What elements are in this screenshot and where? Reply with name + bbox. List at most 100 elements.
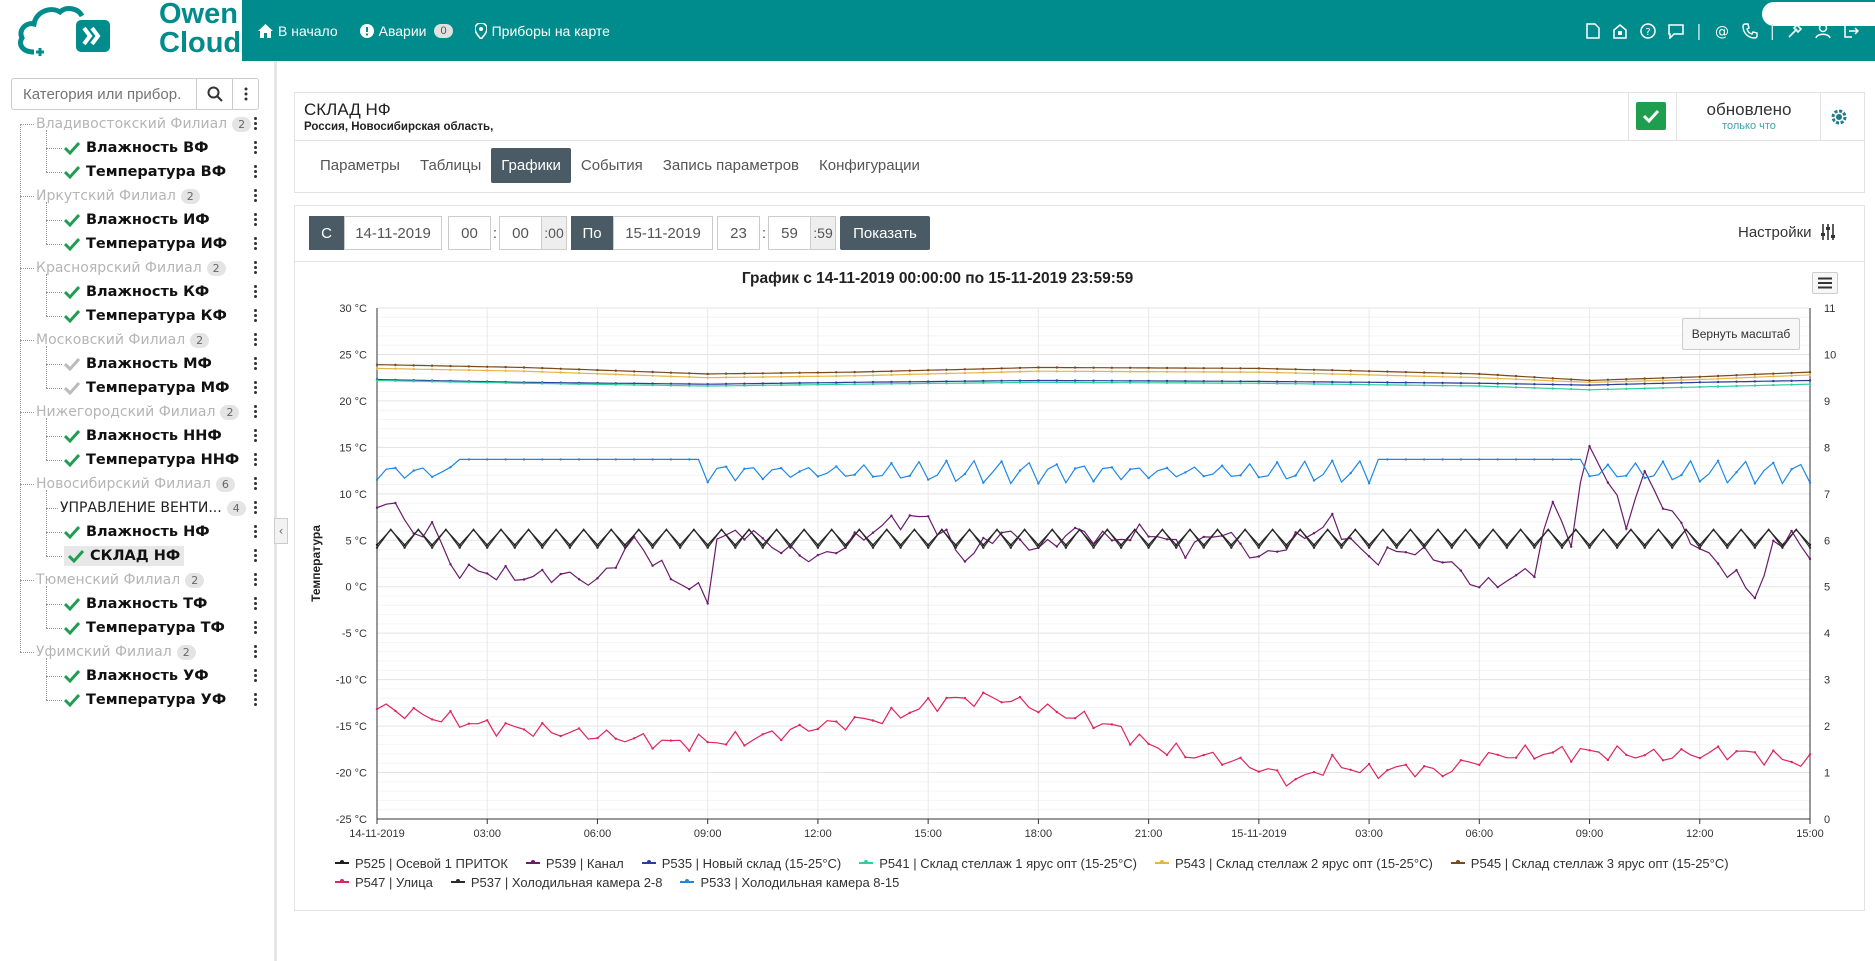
tree-device-item[interactable]: Влажность ИФ	[64, 208, 210, 232]
tree-subgroup[interactable]: УПРАВЛЕНИЕ ВЕНТИ... 4	[60, 496, 246, 520]
tree-group[interactable]: Новосибирский Филиал 6	[36, 472, 235, 496]
item-menu-button[interactable]	[252, 261, 258, 275]
item-menu-button[interactable]	[252, 189, 258, 203]
email-icon[interactable]: @	[1714, 23, 1730, 39]
tree-device-item[interactable]: Влажность НФ	[64, 520, 210, 544]
tree-device-item[interactable]: Температура УФ	[64, 688, 226, 712]
item-menu-button[interactable]	[252, 357, 258, 371]
item-menu-button[interactable]	[252, 213, 258, 227]
logout-icon[interactable]	[1843, 23, 1859, 39]
tab-tables[interactable]: Таблицы	[419, 156, 482, 174]
legend-item[interactable]: P541 | Склад стеллаж 1 ярус опт (15-25°С…	[859, 856, 1137, 871]
item-menu-button[interactable]	[252, 237, 258, 251]
tree-group[interactable]: Владивостокский Филиал 2	[36, 112, 252, 136]
item-menu-button[interactable]	[252, 381, 258, 395]
series-point-2	[963, 380, 967, 383]
tab-parameters[interactable]: Параметры	[320, 156, 400, 174]
logo[interactable]: Owen Cloud	[0, 0, 242, 61]
tree-device-item[interactable]: Влажность МФ	[64, 352, 212, 376]
legend-item[interactable]: P539 | Канал	[525, 856, 624, 871]
tree-group[interactable]: Нижегородский Филиал 2	[36, 400, 240, 424]
item-menu-button[interactable]	[252, 405, 258, 419]
legend-item[interactable]: P545 | Склад стеллаж 3 ярус опт (15-25°С…	[1450, 856, 1729, 871]
item-menu-button[interactable]	[252, 501, 258, 515]
tab-events[interactable]: События	[580, 156, 643, 174]
legend-item[interactable]: P543 | Склад стеллаж 2 ярус опт (15-25°С…	[1155, 856, 1433, 871]
item-menu-button[interactable]	[252, 597, 258, 611]
legend-item[interactable]: P533 | Холодильная камера 8-15	[680, 875, 899, 890]
search-menu-button[interactable]	[233, 78, 259, 110]
item-menu-button[interactable]	[252, 693, 258, 707]
search-input[interactable]	[11, 78, 197, 110]
tree-device-item[interactable]: СКЛАД НФ	[64, 544, 185, 568]
nav-alarms[interactable]: Аварии 0	[359, 23, 453, 39]
legend-item[interactable]: P535 | Новый склад (15-25°С)	[641, 856, 841, 871]
to-hour-input[interactable]: 23	[717, 216, 760, 250]
item-menu-button[interactable]	[252, 165, 258, 179]
tree-device-item[interactable]: Влажность УФ	[64, 664, 209, 688]
item-menu-button[interactable]	[252, 117, 258, 131]
tree-device-item[interactable]: Температура ВФ	[64, 160, 226, 184]
item-menu-button[interactable]	[252, 477, 258, 491]
item-menu-button[interactable]	[252, 549, 258, 563]
series-point-1	[1514, 574, 1518, 577]
tree-group[interactable]: Иркутский Филиал 2	[36, 184, 200, 208]
reset-zoom-button[interactable]: Вернуть масштаб	[1682, 318, 1800, 350]
tree-group[interactable]: Уфимский Филиал 2	[36, 640, 196, 664]
user-icon[interactable]	[1815, 23, 1831, 39]
tree-group[interactable]: Московский Филиал 2	[36, 328, 210, 352]
item-menu-button[interactable]	[252, 621, 258, 635]
tree-group[interactable]: Тюменский Филиал 2	[36, 568, 205, 592]
tree-group[interactable]: Красноярский Филиал 2	[36, 256, 226, 280]
gear-icon[interactable]	[1830, 108, 1848, 126]
item-menu-button[interactable]	[252, 285, 258, 299]
item-menu-button[interactable]	[252, 573, 258, 587]
help-icon[interactable]: ?	[1640, 22, 1656, 39]
chart-settings-button[interactable]: Настройки	[1738, 223, 1836, 241]
document-icon[interactable]	[1586, 22, 1600, 39]
tab-charts[interactable]: Графики	[491, 147, 571, 183]
lock-icon[interactable]	[1612, 23, 1628, 39]
tree-device-item[interactable]: Температура КФ	[64, 304, 227, 328]
tree-device-item[interactable]: Температура ТФ	[64, 616, 225, 640]
legend-item[interactable]: P525 | Осевой 1 ПРИТОК	[335, 856, 508, 871]
item-menu-button[interactable]	[252, 525, 258, 539]
tree-device-item[interactable]: Температура ННФ	[64, 448, 239, 472]
item-menu-button[interactable]	[252, 309, 258, 323]
item-menu-button[interactable]	[252, 333, 258, 347]
search-button[interactable]	[197, 78, 233, 110]
legend-item[interactable]: P547 | Улица	[335, 875, 433, 890]
item-menu-button[interactable]	[252, 429, 258, 443]
from-hour-input[interactable]: 00	[448, 216, 491, 250]
item-menu-button[interactable]	[252, 453, 258, 467]
series-point-6	[577, 727, 581, 730]
tree-device-item[interactable]: Влажность КФ	[64, 280, 209, 304]
chat-icon[interactable]	[1668, 23, 1684, 39]
chart-menu-button[interactable]	[1812, 272, 1838, 294]
tree-device-item[interactable]: Влажность ННФ	[64, 424, 222, 448]
tree-device-item[interactable]: Температура ИФ	[64, 232, 227, 256]
from-date-input[interactable]: 14-11-2019	[344, 216, 442, 250]
nav-home[interactable]: В начало	[258, 23, 338, 39]
series-point-3	[871, 382, 875, 386]
item-menu-button[interactable]	[252, 645, 258, 659]
to-date-input[interactable]: 15-11-2019	[613, 216, 713, 250]
to-minute-input[interactable]: 59	[768, 216, 811, 250]
item-menu-button[interactable]	[252, 141, 258, 155]
tab-configurations[interactable]: Конфигурации	[819, 156, 920, 174]
show-button[interactable]: Показать	[840, 216, 930, 250]
tools-icon[interactable]	[1787, 23, 1803, 39]
tree-device-item[interactable]: Влажность ТФ	[64, 592, 207, 616]
series-point-8	[1349, 471, 1352, 475]
from-minute-input[interactable]: 00	[499, 216, 542, 250]
item-menu-button[interactable]	[252, 669, 258, 683]
collapse-sidebar-button[interactable]: ‹	[274, 518, 288, 544]
legend-item[interactable]: P537 | Холодильная камера 2-8	[450, 875, 662, 890]
series-point-0	[1808, 543, 1812, 547]
series-point-7	[789, 546, 792, 549]
tab-parameter-recording[interactable]: Запись параметров	[662, 156, 800, 174]
tree-device-item[interactable]: Температура МФ	[64, 376, 229, 400]
tree-device-item[interactable]: Влажность ВФ	[64, 136, 209, 160]
nav-map[interactable]: Приборы на карте	[474, 22, 610, 39]
phone-icon[interactable]	[1741, 22, 1758, 39]
